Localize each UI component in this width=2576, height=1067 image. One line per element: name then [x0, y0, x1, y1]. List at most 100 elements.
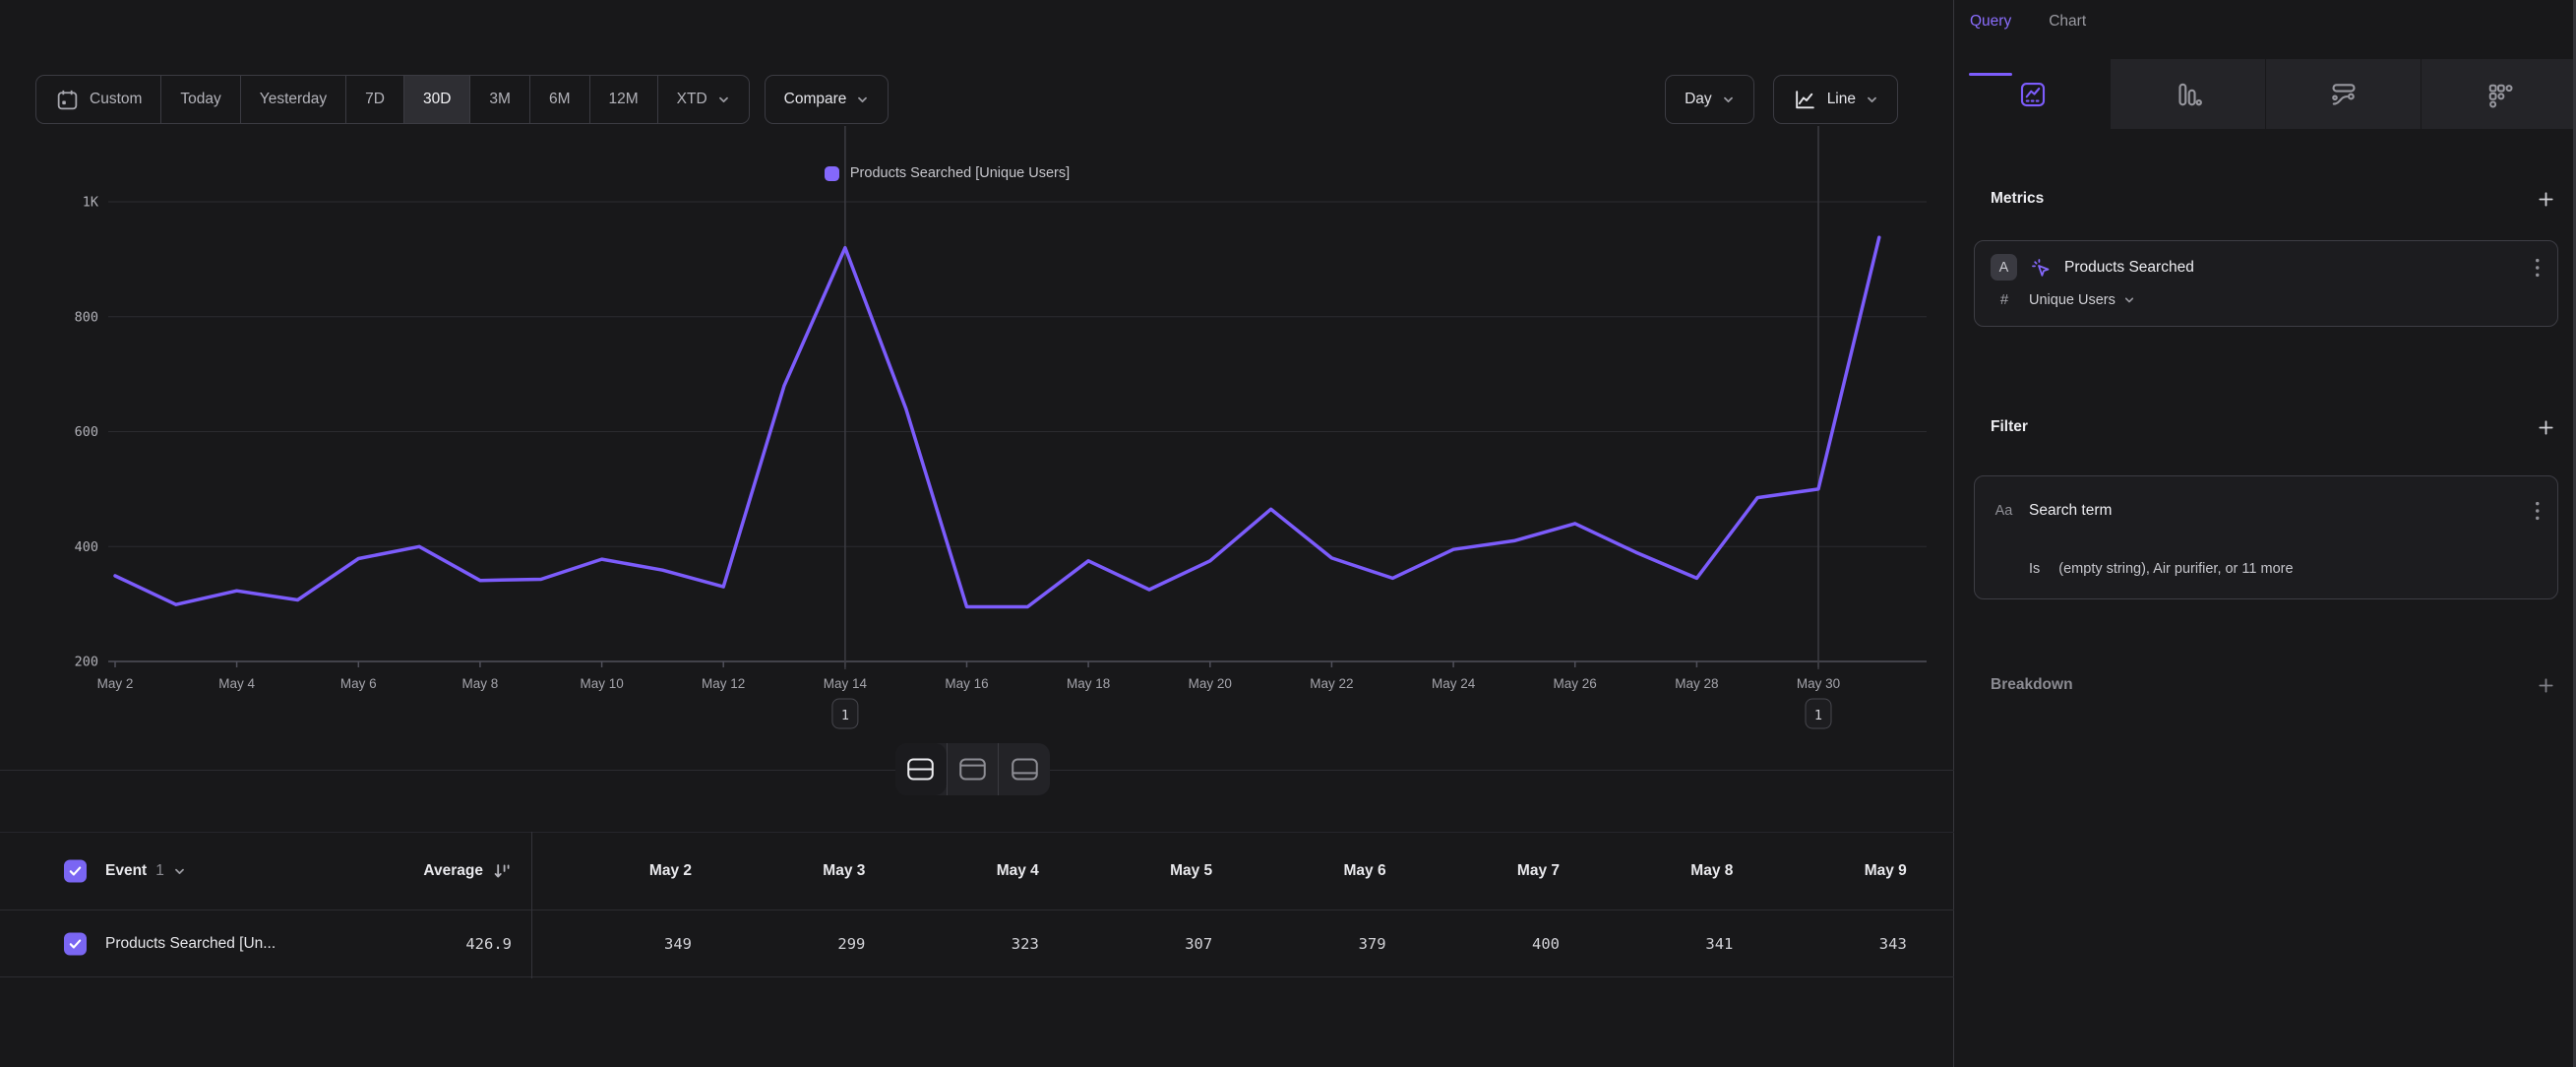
table-only-button[interactable] [998, 743, 1050, 795]
breakdown-title: Breakdown [1991, 676, 2073, 693]
funnels-bar-icon [2174, 80, 2203, 109]
viz-tab-retention-grid-icon[interactable] [2421, 59, 2576, 129]
granularity-button[interactable]: Day [1665, 75, 1754, 124]
value-cell: 341 [1705, 934, 1734, 953]
tab-chart[interactable]: Chart [2049, 13, 2086, 59]
value-cell: 400 [1532, 934, 1560, 953]
viz-tab-funnels-bar-icon[interactable] [2110, 59, 2265, 129]
range-12m[interactable]: 12M [588, 76, 657, 123]
svg-text:May 12: May 12 [702, 676, 745, 691]
column-header-may-9[interactable]: May 9 [1864, 862, 1907, 879]
range-3m[interactable]: 3M [469, 76, 529, 123]
layout-toggle [895, 743, 1050, 795]
average-column-header[interactable]: Average [295, 833, 512, 910]
column-header-may-8[interactable]: May 8 [1690, 862, 1734, 879]
line-chart-icon [1793, 88, 1817, 112]
chart-type-label: Line [1826, 91, 1856, 107]
range-xtd[interactable]: XTD [656, 76, 749, 123]
filter-menu-icon[interactable] [2533, 498, 2543, 524]
svg-text:May 20: May 20 [1189, 676, 1232, 691]
scrollbar[interactable] [2573, 0, 2576, 1067]
sort-icon[interactable] [492, 861, 512, 881]
chart-only-button[interactable] [946, 743, 999, 795]
metric-event-name[interactable]: Products Searched [2064, 258, 2194, 276]
column-header-may-7[interactable]: May 7 [1516, 862, 1560, 879]
filter-value[interactable]: (empty string), Air purifier, or 11 more [2058, 561, 2294, 577]
filter-property-name[interactable]: Search term [2029, 502, 2113, 519]
metric-letter-badge: A [1991, 254, 2017, 281]
chevron-down-icon [1722, 94, 1735, 106]
chart-type-button[interactable]: Line [1772, 75, 1898, 124]
filter-operator[interactable]: Is [2029, 561, 2041, 577]
range-custom[interactable]: Custom [36, 76, 160, 123]
metric-menu-icon[interactable] [2533, 255, 2543, 281]
compare-button[interactable]: Compare [764, 75, 889, 124]
column-header-may-4[interactable]: May 4 [996, 862, 1039, 879]
value-cell: 343 [1878, 934, 1907, 953]
table-row[interactable]: Products Searched [Un... 426.9 349 299 323… [0, 910, 1954, 977]
average-label: Average [423, 862, 483, 879]
aggregation-symbol: # [1999, 291, 2009, 308]
range-7d[interactable]: 7D [345, 76, 403, 123]
annotation-badge[interactable]: 1 [1805, 698, 1832, 729]
svg-text:200: 200 [75, 655, 98, 670]
add-metric-button[interactable] [2537, 190, 2555, 209]
breakdown-section-header: Breakdown [1955, 670, 2576, 700]
column-header-may-2[interactable]: May 2 [648, 862, 692, 879]
column-header-may-5[interactable]: May 5 [1170, 862, 1213, 879]
annotation-badge[interactable]: 1 [831, 698, 859, 729]
date-range-group: Custom Today Yesterday 7D 30D 3M 6M 12M XTD [35, 75, 750, 124]
column-header-may-6[interactable]: May 6 [1343, 862, 1386, 879]
split-view-button[interactable] [895, 743, 947, 795]
range-today[interactable]: Today [160, 76, 239, 123]
event-pointer-icon [2029, 256, 2053, 280]
svg-text:1K: 1K [83, 195, 99, 211]
svg-text:May 18: May 18 [1067, 676, 1110, 691]
row-checkbox[interactable] [64, 932, 87, 955]
query-panel: Query Chart Metrics A Products Searched [1955, 0, 2576, 1067]
table-header-row: Event 1 Average May 2 May 3 May 4 May 5 May … [0, 832, 1954, 910]
compare-label: Compare [783, 91, 847, 107]
svg-text:May 14: May 14 [824, 676, 868, 691]
svg-text:May 6: May 6 [340, 676, 377, 691]
value-cell: 349 [664, 934, 692, 953]
add-breakdown-button[interactable] [2537, 676, 2555, 695]
column-separator [531, 832, 532, 978]
chevron-down-icon [2123, 294, 2135, 306]
range-yesterday[interactable]: Yesterday [239, 76, 345, 123]
chevron-down-icon [1866, 94, 1878, 106]
metrics-title: Metrics [1991, 190, 2045, 207]
add-filter-button[interactable] [2537, 418, 2555, 437]
column-header-may-3[interactable]: May 3 [823, 862, 866, 879]
range-30d[interactable]: 30D [402, 76, 470, 123]
retention-grid-icon [2484, 80, 2514, 109]
tab-query[interactable]: Query [1968, 13, 2013, 76]
svg-text:May 26: May 26 [1554, 676, 1597, 691]
filter-section-header: Filter [1955, 412, 2576, 442]
event-column-header[interactable]: Event 1 [105, 833, 186, 910]
svg-text:May 28: May 28 [1675, 676, 1718, 691]
chart-line-series[interactable] [113, 235, 1881, 609]
flows-icon [2329, 80, 2359, 109]
filter-card[interactable]: Aa Search term Is (empty string), Air pu… [1974, 475, 2558, 599]
tab-chart-label: Chart [2049, 13, 2087, 30]
metric-card[interactable]: A Products Searched # Unique Users [1974, 240, 2558, 327]
line-chart: 200 400 600 800 1K May 2 May 4 May 6 May 8 May 10… [75, 126, 1927, 729]
chart-legend[interactable]: Products Searched [Unique Users] [0, 165, 1894, 181]
select-all-checkbox[interactable] [64, 859, 87, 883]
value-cell: 299 [837, 934, 866, 953]
svg-text:May 4: May 4 [218, 676, 255, 691]
metrics-section-header: Metrics [1955, 184, 2576, 214]
value-cell: 307 [1185, 934, 1213, 953]
svg-text:1: 1 [841, 708, 849, 723]
svg-text:800: 800 [75, 309, 98, 325]
series-name: Products Searched [Un... [105, 934, 276, 952]
viz-tab-insights-icon[interactable] [1955, 59, 2110, 129]
svg-text:May 30: May 30 [1797, 676, 1840, 691]
chevron-down-icon [717, 94, 730, 106]
viz-tab-flows-icon[interactable] [2265, 59, 2421, 129]
range-6m[interactable]: 6M [528, 76, 589, 123]
chevron-down-icon [173, 865, 186, 878]
aggregation-selector[interactable]: Unique Users [2029, 292, 2135, 308]
svg-text:600: 600 [75, 424, 98, 440]
